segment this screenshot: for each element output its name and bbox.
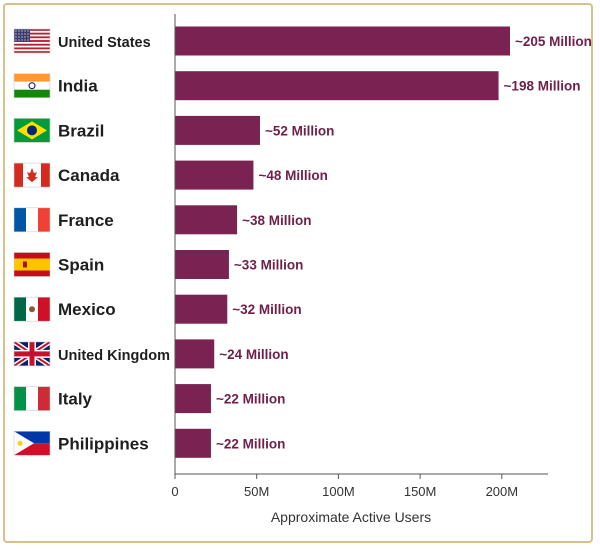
data-label: ~22 Million	[216, 392, 285, 407]
data-label: ~198 Million	[504, 79, 581, 94]
france-flag-icon	[13, 207, 51, 233]
x-tick-label: 100M	[322, 484, 355, 499]
country-label: Philippines	[58, 434, 149, 453]
data-label: ~32 Million	[232, 302, 301, 317]
data-label: ~33 Million	[234, 258, 303, 273]
country-label: United Kingdom	[58, 348, 170, 364]
x-tick-label: 200M	[486, 484, 519, 499]
bar	[175, 71, 499, 101]
x-axis-title: Approximate Active Users	[271, 509, 431, 525]
x-tick-label: 50M	[244, 484, 269, 499]
us-flag-icon	[13, 28, 51, 54]
bar	[175, 205, 238, 235]
bar	[175, 115, 260, 145]
x-axis: 0 50M 100M 150M 200M	[171, 14, 548, 499]
country-label: Canada	[58, 166, 120, 185]
data-label: ~22 Million	[216, 436, 285, 451]
philippines-flag-icon	[13, 430, 51, 456]
bar	[175, 428, 211, 458]
data-label: ~24 Million	[219, 347, 288, 362]
country-label: United States	[58, 35, 151, 51]
x-tick-label: 0	[171, 484, 178, 499]
bar	[175, 26, 510, 56]
bar	[175, 339, 215, 369]
bars	[175, 26, 510, 458]
country-label: France	[58, 211, 114, 230]
data-label: ~52 Million	[265, 123, 334, 138]
canada-flag-icon	[13, 162, 51, 188]
brazil-flag-icon	[13, 118, 51, 143]
country-label: India	[58, 77, 98, 96]
x-tick-label: 150M	[404, 484, 437, 499]
bar	[175, 250, 229, 279]
data-label: ~48 Million	[258, 168, 327, 183]
value-labels: ~205 Million ~198 Million ~52 Million ~48 M…	[216, 34, 592, 451]
uk-flag-icon	[13, 341, 51, 367]
data-label: ~205 Million	[515, 34, 592, 49]
india-flag-icon	[13, 73, 51, 98]
country-label: Brazil	[58, 121, 104, 140]
data-label: ~38 Million	[242, 213, 311, 228]
italy-flag-icon	[13, 386, 51, 411]
country-label: Mexico	[58, 300, 116, 319]
bar	[175, 384, 211, 414]
flags-layer	[13, 28, 51, 456]
country-label: Italy	[58, 390, 93, 409]
mexico-flag-icon	[13, 296, 51, 322]
country-labels: United States India Brazil Canada France Spai…	[58, 35, 170, 453]
country-label: Spain	[58, 256, 104, 275]
bar	[175, 294, 228, 324]
bar	[175, 160, 254, 190]
spain-flag-icon	[13, 252, 51, 277]
